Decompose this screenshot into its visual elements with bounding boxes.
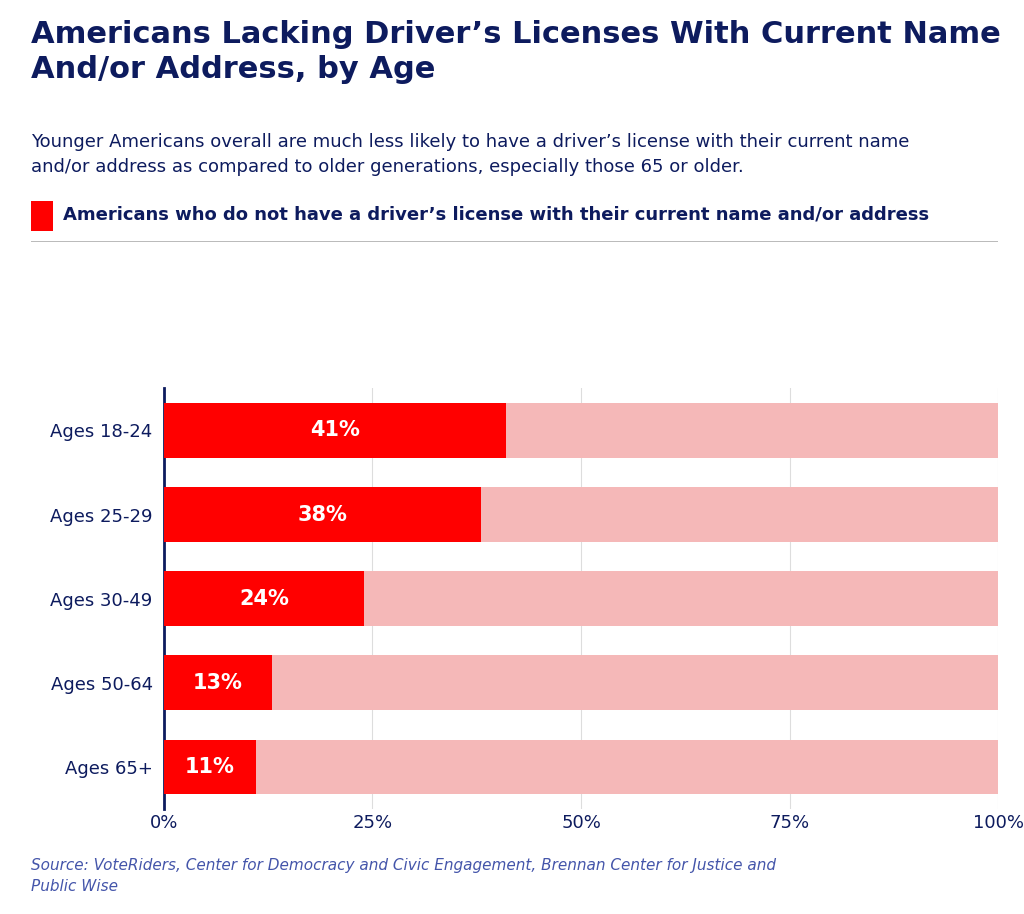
Bar <box>164 571 998 626</box>
Bar <box>164 403 506 458</box>
Bar <box>164 403 998 458</box>
Text: 13%: 13% <box>194 673 243 693</box>
Bar <box>164 487 481 542</box>
Text: Americans who do not have a driver’s license with their current name and/or addr: Americans who do not have a driver’s lic… <box>63 206 930 224</box>
Text: 38%: 38% <box>297 505 347 525</box>
Bar <box>164 739 256 794</box>
Text: 11%: 11% <box>184 757 234 777</box>
Bar <box>164 655 998 710</box>
Bar <box>164 487 998 542</box>
Text: Younger Americans overall are much less likely to have a driver’s license with t: Younger Americans overall are much less … <box>31 133 909 175</box>
Text: 24%: 24% <box>239 589 289 609</box>
Text: Source: VoteRiders, Center for Democracy and Civic Engagement, Brennan Center fo: Source: VoteRiders, Center for Democracy… <box>31 858 776 894</box>
Bar <box>164 655 272 710</box>
Text: 41%: 41% <box>310 420 359 441</box>
Bar <box>164 739 998 794</box>
Text: Americans Lacking Driver’s Licenses With Current Name
And/or Address, by Age: Americans Lacking Driver’s Licenses With… <box>31 20 1000 84</box>
Bar <box>164 571 365 626</box>
